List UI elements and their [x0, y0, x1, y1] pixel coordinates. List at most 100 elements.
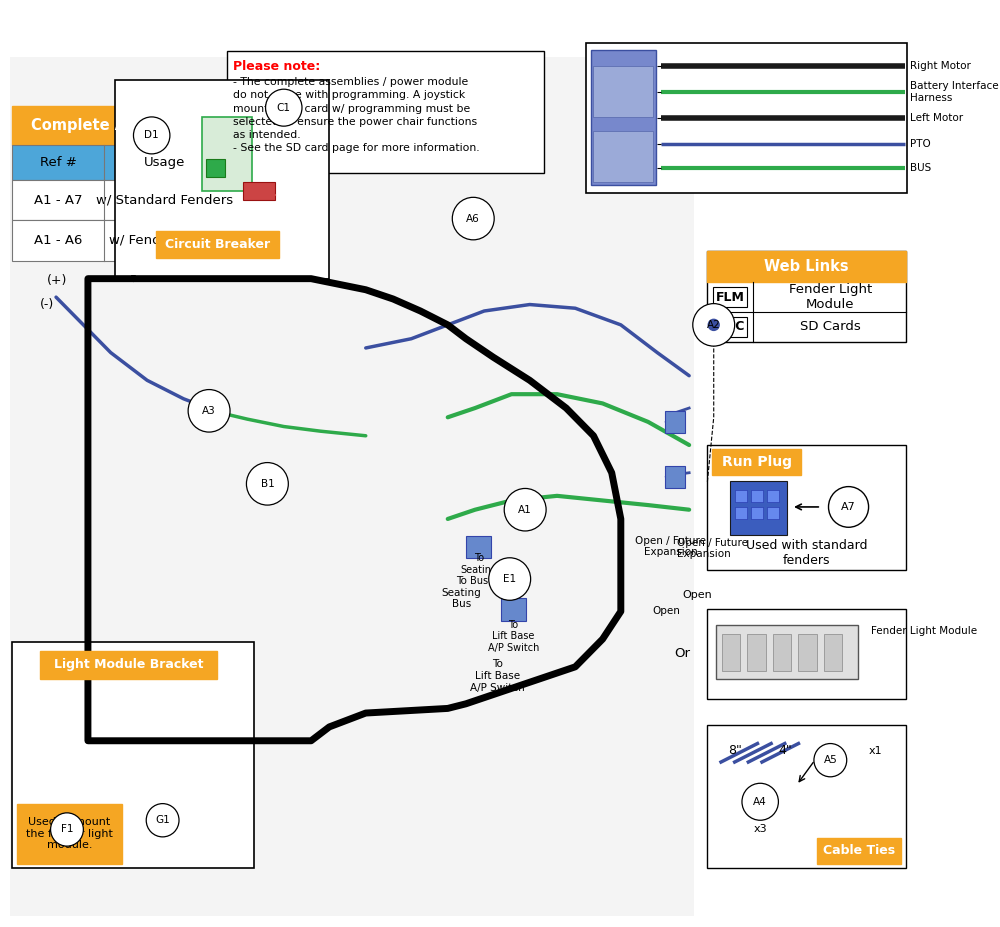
- Text: (-): (-): [40, 298, 54, 311]
- Text: F1: F1: [61, 824, 73, 834]
- Text: x1: x1: [869, 746, 883, 756]
- Circle shape: [51, 813, 83, 846]
- FancyBboxPatch shape: [12, 145, 226, 180]
- FancyBboxPatch shape: [593, 66, 653, 117]
- FancyBboxPatch shape: [707, 445, 906, 570]
- Text: A7: A7: [841, 502, 856, 512]
- Text: x3: x3: [753, 824, 767, 834]
- Circle shape: [708, 319, 719, 330]
- Bar: [722, 634, 740, 671]
- Text: A1 - A7: A1 - A7: [34, 194, 83, 207]
- Text: A2: A2: [707, 320, 721, 330]
- Text: To
Seating
Bus: To Seating Bus: [460, 553, 497, 587]
- Text: A4: A4: [753, 797, 767, 806]
- Text: Please note:: Please note:: [233, 59, 320, 72]
- FancyBboxPatch shape: [40, 651, 217, 679]
- FancyBboxPatch shape: [591, 50, 656, 185]
- FancyBboxPatch shape: [466, 536, 491, 558]
- Circle shape: [742, 783, 778, 820]
- Text: A3: A3: [202, 406, 216, 416]
- FancyBboxPatch shape: [156, 231, 279, 259]
- Text: Right Motor: Right Motor: [910, 61, 970, 71]
- Text: Used to mount
the fender light
module.: Used to mount the fender light module.: [26, 817, 113, 850]
- Text: Usage: Usage: [144, 156, 185, 169]
- FancyBboxPatch shape: [712, 449, 801, 475]
- Text: Open / Future
Expansion: Open / Future Expansion: [677, 538, 748, 559]
- FancyBboxPatch shape: [10, 57, 694, 917]
- Text: Or: Or: [674, 647, 690, 660]
- Text: Ref #: Ref #: [40, 156, 77, 169]
- Text: 8": 8": [728, 744, 742, 757]
- FancyBboxPatch shape: [713, 316, 747, 337]
- FancyBboxPatch shape: [206, 159, 225, 177]
- Text: Used with standard
fenders: Used with standard fenders: [746, 540, 867, 567]
- Bar: [747, 634, 766, 671]
- Text: A1 - A6: A1 - A6: [34, 235, 83, 248]
- FancyBboxPatch shape: [730, 481, 787, 535]
- Text: Open: Open: [652, 606, 680, 616]
- FancyBboxPatch shape: [707, 251, 906, 283]
- Circle shape: [814, 743, 847, 777]
- FancyBboxPatch shape: [707, 725, 906, 869]
- FancyBboxPatch shape: [707, 609, 906, 699]
- Bar: [767, 507, 779, 519]
- Text: BUS: BUS: [910, 163, 931, 172]
- FancyBboxPatch shape: [716, 625, 858, 679]
- FancyBboxPatch shape: [227, 51, 544, 173]
- Text: PTO: PTO: [910, 139, 930, 148]
- Bar: [773, 634, 791, 671]
- Text: Light Module Bracket: Light Module Bracket: [54, 658, 203, 671]
- Text: FLM: FLM: [716, 291, 745, 304]
- Circle shape: [489, 558, 531, 601]
- FancyBboxPatch shape: [12, 221, 226, 261]
- Text: Fender Light
Module: Fender Light Module: [789, 283, 872, 311]
- Text: A6: A6: [466, 213, 480, 223]
- Text: Open: Open: [683, 590, 713, 600]
- Text: To
Lift Base
A/P Switch: To Lift Base A/P Switch: [470, 659, 525, 692]
- Text: D1: D1: [144, 131, 159, 140]
- FancyBboxPatch shape: [713, 287, 747, 308]
- Text: B1: B1: [261, 479, 274, 489]
- Text: - The complete assemblies / power module
do not come with programming. A joystic: - The complete assemblies / power module…: [233, 77, 479, 153]
- Text: Fender Light Module: Fender Light Module: [871, 626, 977, 636]
- Text: (+): (+): [47, 274, 67, 287]
- Text: Web Links: Web Links: [764, 260, 849, 274]
- Circle shape: [829, 487, 869, 527]
- Circle shape: [146, 804, 179, 837]
- Text: E1: E1: [503, 574, 516, 584]
- Circle shape: [452, 197, 494, 240]
- Text: Left Motor: Left Motor: [910, 113, 963, 123]
- Bar: [735, 490, 747, 502]
- Text: To
Seating
Bus: To Seating Bus: [442, 577, 481, 609]
- Circle shape: [246, 463, 288, 505]
- Text: Cable Ties: Cable Ties: [823, 844, 895, 857]
- FancyBboxPatch shape: [817, 838, 901, 864]
- Text: C1: C1: [277, 103, 291, 113]
- FancyBboxPatch shape: [12, 106, 226, 145]
- Text: Battery Interface
Harness: Battery Interface Harness: [910, 82, 998, 103]
- Bar: [798, 634, 817, 671]
- Text: w/ Standard Fenders: w/ Standard Fenders: [96, 194, 233, 207]
- FancyBboxPatch shape: [665, 411, 685, 433]
- FancyBboxPatch shape: [243, 182, 275, 200]
- Text: Open / Future
Expansion: Open / Future Expansion: [635, 536, 706, 557]
- Text: G1: G1: [155, 815, 170, 825]
- FancyBboxPatch shape: [202, 117, 252, 191]
- FancyBboxPatch shape: [115, 80, 329, 279]
- Circle shape: [693, 304, 735, 346]
- Text: Run Plug: Run Plug: [722, 454, 792, 469]
- Bar: [824, 634, 842, 671]
- Bar: [751, 507, 763, 519]
- FancyBboxPatch shape: [665, 466, 685, 489]
- FancyBboxPatch shape: [12, 641, 254, 869]
- FancyBboxPatch shape: [707, 251, 906, 341]
- Circle shape: [133, 117, 170, 154]
- Bar: [735, 507, 747, 519]
- Circle shape: [266, 89, 302, 126]
- FancyBboxPatch shape: [593, 131, 653, 182]
- FancyBboxPatch shape: [586, 43, 907, 193]
- Text: To
Lift Base
A/P Switch: To Lift Base A/P Switch: [488, 620, 539, 653]
- FancyBboxPatch shape: [501, 599, 526, 620]
- Text: 4": 4": [778, 744, 792, 757]
- Text: w/ Fender Lights: w/ Fender Lights: [109, 235, 219, 248]
